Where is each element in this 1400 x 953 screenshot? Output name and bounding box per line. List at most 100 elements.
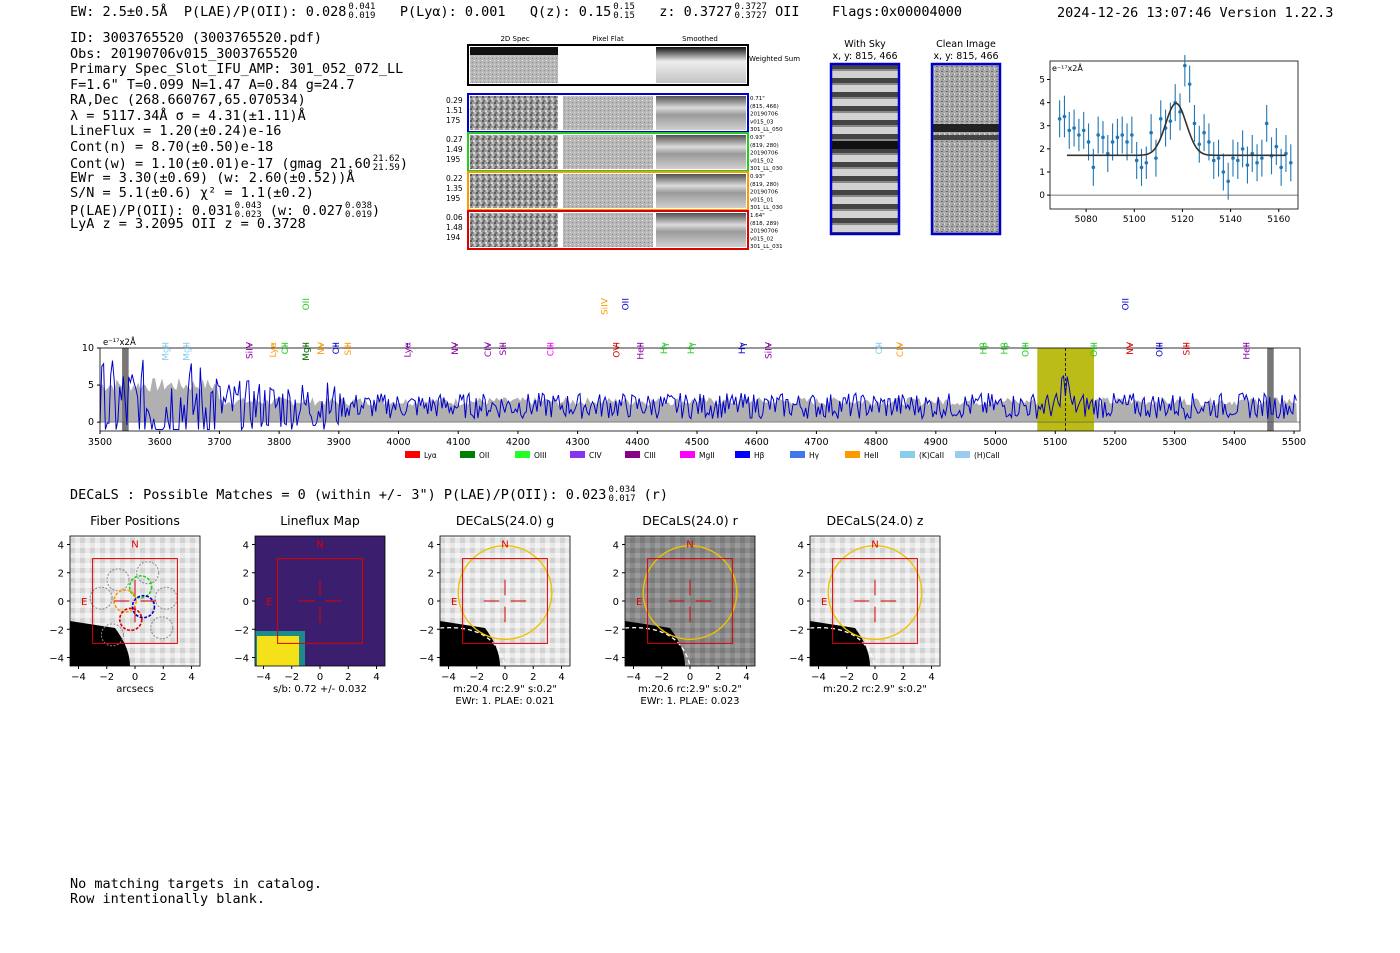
header-plae-lo: 0.019 xyxy=(348,11,376,21)
fit-point xyxy=(1274,144,1279,149)
fit-ytick-label: 0 xyxy=(1040,191,1045,201)
info-cont-w-hi: 21.62 xyxy=(372,154,400,164)
cutout-row-left-value: 195 xyxy=(446,155,461,164)
spectrum-xtick-label: 4100 xyxy=(446,437,470,448)
spectrum-xtick-label: 3700 xyxy=(207,437,231,448)
decals-panel-title: DECaLS(24.0) r xyxy=(642,513,738,528)
decals-caption-2: EWr: 1. PLAE: 0.023 xyxy=(640,696,739,707)
cutout-row-right-value: 0.93" xyxy=(750,174,765,180)
decals-caption-2: EWr: 1. PLAE: 0.021 xyxy=(455,696,554,707)
legend-swatch xyxy=(405,451,420,458)
decals-ytick-label: 2 xyxy=(798,569,804,580)
decals-panel-title: DECaLS(24.0) z xyxy=(827,513,924,528)
info-lambda: λ = 5117.34Å σ = 4.31(±1.11)Å xyxy=(70,107,306,124)
cutout-pixelflat xyxy=(563,135,653,169)
header-z-hi: 0.3727 xyxy=(734,2,767,12)
fit-point xyxy=(1197,142,1202,147)
fit-ytick-label: 1 xyxy=(1040,168,1045,178)
decals-xtick-label: 4 xyxy=(373,672,379,683)
decals-xtick-label: 0 xyxy=(502,672,508,683)
emission-line-label: SiII xyxy=(499,342,509,356)
spectrum-xtick-label: 4600 xyxy=(745,437,769,448)
decals-north-label: N xyxy=(871,539,878,550)
emission-line-label: OIII xyxy=(1021,342,1031,357)
cutout-row-right-value: 301_LL_030 xyxy=(750,205,783,211)
spectrum-line xyxy=(99,359,1297,432)
spectrum-ytick-label: 10 xyxy=(82,343,94,354)
spectrum-xtick-label: 4300 xyxy=(566,437,590,448)
legend-swatch xyxy=(460,451,475,458)
decals-xtick-label: 4 xyxy=(928,672,934,683)
legend-label: Hγ xyxy=(809,451,820,460)
decals-xtick-label: −4 xyxy=(256,672,271,683)
legend-label: CIV xyxy=(589,451,602,460)
fit-xtick-label: 5160 xyxy=(1267,215,1290,225)
emission-line-label: Hγ xyxy=(687,341,697,354)
emission-line-label: OIII xyxy=(1090,342,1100,357)
info-radec: RA,Dec (268.660767,65.070534) xyxy=(70,92,306,108)
spectrum-ytick-label: 0 xyxy=(88,417,94,428)
fit-point xyxy=(1226,179,1230,184)
clean-image-title: Clean Image xyxy=(936,39,996,50)
decals-ytick-label: 2 xyxy=(428,569,434,580)
full-spectrum-chart: 0 5 10 3500 3600 3700 3800 3900 4000 4100 4200 4300… xyxy=(82,297,1306,460)
fit-xtick-label: 5140 xyxy=(1219,215,1242,225)
cutout-row-left-value: 0.27 xyxy=(446,135,463,144)
spectrum-xtick-label: 5300 xyxy=(1163,437,1187,448)
decals-xtick-label: 4 xyxy=(558,672,564,683)
fit-point xyxy=(1144,160,1149,165)
fit-point xyxy=(1216,156,1221,160)
decals-summary-range: 0.034 0.017 xyxy=(608,486,635,504)
decals-ytick-label: −2 xyxy=(49,625,64,636)
emission-line-label: HeII xyxy=(1242,342,1252,360)
cutout-smoothed xyxy=(656,213,746,247)
decals-caption-1: m:20.4 rc:2.9" s:0.2" xyxy=(453,684,557,695)
fit-point xyxy=(1187,82,1192,86)
spectrum-xtick-label: 5200 xyxy=(1103,437,1127,448)
info-cont-n: Cont(n) = 8.70(±0.50)e-18 xyxy=(70,138,274,155)
fit-point xyxy=(1240,147,1245,151)
fit-point xyxy=(1101,135,1105,140)
spectrum-xtick-label: 4800 xyxy=(864,437,888,448)
legend-swatch xyxy=(955,451,970,458)
cutout-row-right-value: 301_LL_031 xyxy=(750,244,783,250)
header-z-range: 0.3727 0.3727 xyxy=(734,3,767,21)
decals-xtick-label: 4 xyxy=(188,672,194,683)
emission-line-label: CIII xyxy=(547,342,557,356)
emission-line-label: MgII xyxy=(302,342,312,361)
fit-point xyxy=(1158,117,1163,121)
legend-swatch xyxy=(845,451,860,458)
fit-point xyxy=(1279,165,1283,170)
spectrum-xtick-label: 4400 xyxy=(625,437,649,448)
fit-ylabel: e⁻¹⁷x2Å xyxy=(1052,62,1083,73)
legend-swatch xyxy=(680,451,695,458)
info-block: ID: 3003765520 (3003765520.pdf) Obs: 201… xyxy=(70,30,408,233)
decals-north-label: N xyxy=(131,539,138,550)
cutout-2dspec xyxy=(470,96,558,130)
decals-xtick-label: 4 xyxy=(743,672,749,683)
decals-red-box xyxy=(462,558,548,644)
line-fit-chart: 0 1 2 3 4 5 5080 5100 5120 5140 5160 e⁻¹⁷x2Å xyxy=(1040,55,1299,225)
cutout-row-right-value: (819, 280) xyxy=(750,182,779,188)
fit-point xyxy=(1236,158,1240,163)
cutout-row-left-value: 1.48 xyxy=(446,223,463,232)
decals-ytick-label: 2 xyxy=(613,569,619,580)
clean-image xyxy=(930,62,1002,236)
info-lineflux: LineFlux = 1.20(±0.24)e-16 xyxy=(70,123,282,139)
weighted-sum-label: Weighted Sum xyxy=(749,55,800,63)
cutout-panel: 2D Spec Pixel Flat Smoothed Weighted Sum… xyxy=(446,35,800,250)
spectrum-xtick-label: 4500 xyxy=(685,437,709,448)
decals-xtick-label: −4 xyxy=(71,672,86,683)
sky-panel: With Sky x, y: 815, 466 Clean Image x, y… xyxy=(829,39,1002,236)
fit-point xyxy=(1130,133,1134,137)
spectrum-ytick-label: 5 xyxy=(88,380,94,391)
fit-point xyxy=(1192,121,1197,126)
decals-caption-1: m:20.6 rc:2.9" s:0.2" xyxy=(638,684,742,695)
header-flags: Flags:0x00004000 xyxy=(832,4,963,20)
cutout-row-right-value: 0.93" xyxy=(750,135,765,141)
decals-caption-1: arcsecs xyxy=(116,684,154,695)
legend-label: (K)CaII xyxy=(919,451,944,460)
spectrum-xtick-label: 5500 xyxy=(1282,437,1306,448)
cutout-2dspec xyxy=(470,174,558,208)
cutout-pixelflat xyxy=(563,96,653,130)
